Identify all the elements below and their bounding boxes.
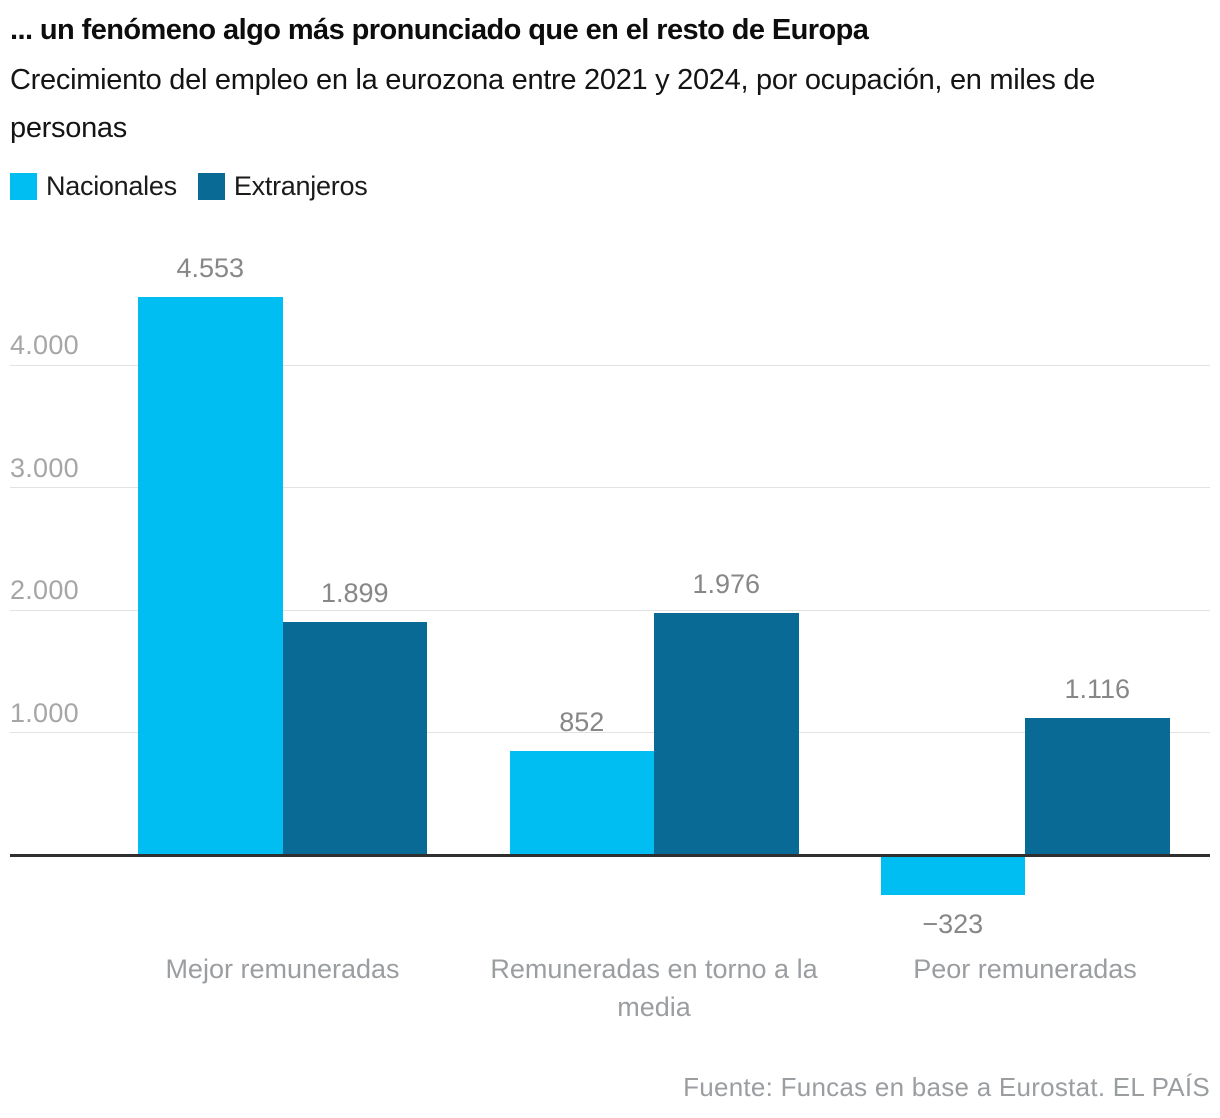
x-axis-line [10, 853, 1210, 857]
bar-extranjeros-1 [654, 612, 799, 855]
gridline-2000 [10, 609, 1210, 611]
value-label-nacionales-2: −323 [922, 908, 984, 939]
value-label-extranjeros-1: 1.976 [692, 568, 761, 599]
chart-title: ... un fenómeno algo más pronunciado que… [10, 14, 869, 46]
value-label-nacionales-0: 4.553 [176, 253, 245, 284]
y-axis-tick-label: 4.000 [10, 330, 79, 360]
bar-extranjeros-2 [1025, 718, 1170, 855]
category-label-1: Remuneradas en torno a la media [490, 954, 818, 1022]
gridline-3000 [10, 487, 1210, 488]
legend-label-nacionales: Nacionales [46, 171, 177, 201]
legend-swatch-nacionales-icon [10, 173, 37, 200]
y-axis-tick-label: 2.000 [10, 575, 79, 605]
legend-swatch-extranjeros-icon [197, 173, 225, 200]
chart-subtitle: Crecimiento del empleo en la eurozona en… [10, 64, 1096, 144]
legend-item-extranjeros: Extranjeros [197, 171, 368, 202]
category-label-0: Mejor remuneradas [165, 954, 400, 984]
source-credit: Fuente: Funcas en base a Eurostat. EL PA… [683, 1072, 1210, 1102]
bar-nacionales-0 [138, 297, 283, 855]
legend: Nacionales Extranjeros [10, 171, 368, 202]
y-axis-tick-label: 3.000 [10, 452, 79, 483]
value-label-nacionales-1: 852 [559, 706, 605, 737]
value-label-extranjeros-0: 1.899 [320, 578, 389, 609]
legend-label-extranjeros: Extranjeros [233, 171, 368, 201]
gridline-1000 [10, 732, 1210, 733]
value-label-extranjeros-2: 1.116 [1064, 674, 1131, 705]
y-axis-tick-label: 1.000 [10, 697, 79, 728]
gridline-4000 [10, 364, 1210, 366]
bar-nacionales-1 [509, 750, 654, 855]
legend-item-nacionales: Nacionales [10, 171, 177, 202]
bar-nacionales-2 [880, 855, 1025, 895]
category-label-2: Peor remuneradas [913, 954, 1137, 984]
bar-extranjeros-0 [282, 622, 427, 855]
